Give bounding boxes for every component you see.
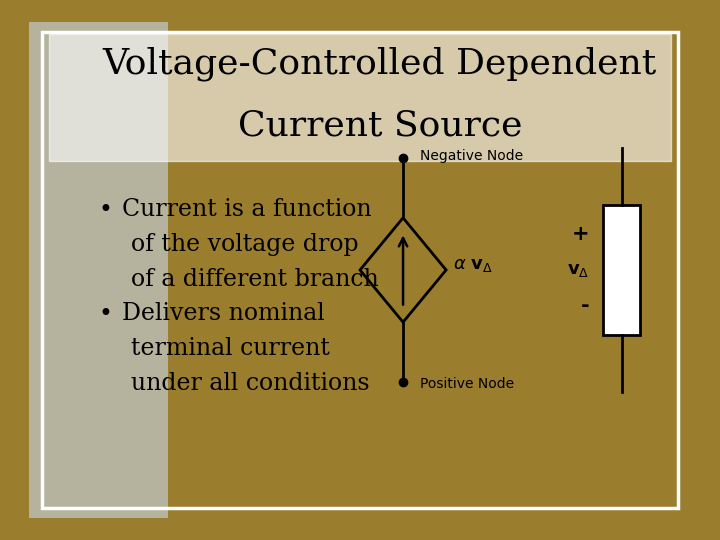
- Text: Positive Node: Positive Node: [420, 377, 514, 392]
- Text: •: •: [98, 302, 112, 326]
- Text: Delivers nominal: Delivers nominal: [122, 302, 324, 325]
- FancyBboxPatch shape: [29, 22, 168, 518]
- Text: of a different branch: of a different branch: [132, 267, 379, 291]
- Text: Voltage-Controlled Dependent: Voltage-Controlled Dependent: [103, 46, 657, 81]
- FancyBboxPatch shape: [603, 205, 640, 335]
- Text: under all conditions: under all conditions: [132, 372, 370, 395]
- Text: $\alpha\ \mathbf{v}_\Delta$: $\alpha\ \mathbf{v}_\Delta$: [453, 256, 493, 274]
- Text: +: +: [572, 225, 590, 245]
- Text: •: •: [98, 198, 112, 222]
- Text: Current Source: Current Source: [238, 109, 522, 143]
- Text: $\mathbf{v}_\Delta$: $\mathbf{v}_\Delta$: [567, 261, 590, 279]
- Text: of the voltage drop: of the voltage drop: [132, 233, 359, 256]
- Text: terminal current: terminal current: [132, 337, 330, 360]
- Text: -: -: [581, 295, 590, 315]
- Text: Current is a function: Current is a function: [122, 198, 372, 221]
- FancyBboxPatch shape: [49, 34, 671, 161]
- Text: Negative Node: Negative Node: [420, 148, 523, 163]
